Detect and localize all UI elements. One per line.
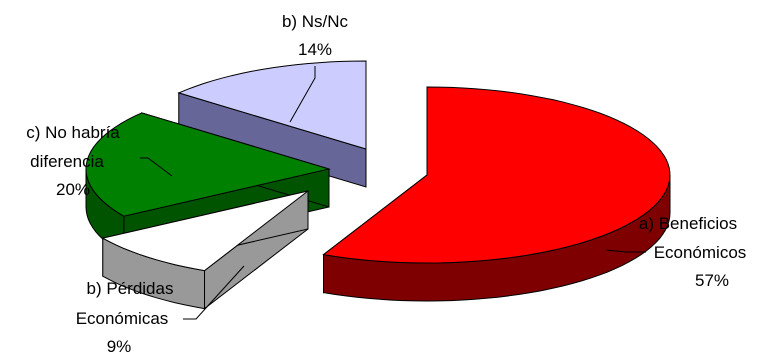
leader-line-no-habria bbox=[140, 157, 173, 177]
slice-top-beneficios bbox=[322, 86, 671, 264]
slice-top-nsnc bbox=[177, 60, 367, 150]
percent-perdidas: 9% bbox=[107, 337, 132, 356]
label-no-habria-line2: diferencia bbox=[30, 152, 104, 171]
label-perdidas-line1: b) Pérdidas bbox=[87, 279, 174, 298]
label-nsnc-line1: b) Ns/Nc bbox=[282, 12, 349, 31]
label-perdidas-line2: Económicas bbox=[76, 309, 169, 328]
slice-label-perdidas: b) Pérdidas Económicas 9% bbox=[76, 265, 245, 356]
slice-top-no-habria bbox=[85, 112, 331, 217]
slice-nsnc bbox=[177, 60, 367, 188]
slice-beneficios bbox=[322, 86, 671, 302]
label-beneficios-line2: Económicos bbox=[654, 243, 747, 262]
slice-label-beneficios: a) Beneficios Económicos 57% bbox=[605, 214, 747, 290]
leader-line-beneficios bbox=[605, 249, 646, 253]
pie-slices bbox=[85, 60, 671, 310]
leader-line-nsnc bbox=[289, 66, 316, 123]
label-no-habria-line1: c) No habría bbox=[26, 123, 120, 142]
slice-top-perdidas bbox=[101, 190, 309, 272]
percent-nsnc: 14% bbox=[298, 40, 332, 59]
label-beneficios-line1: a) Beneficios bbox=[639, 214, 737, 233]
leader-line-perdidas bbox=[183, 265, 245, 320]
percent-no-habria: 20% bbox=[56, 180, 90, 199]
slice-perdidas bbox=[101, 189, 309, 310]
slice-label-nsnc: b) Ns/Nc 14% bbox=[282, 12, 349, 123]
percent-beneficios: 57% bbox=[695, 271, 729, 290]
slice-label-no-habria: c) No habría diferencia 20% bbox=[26, 123, 173, 199]
